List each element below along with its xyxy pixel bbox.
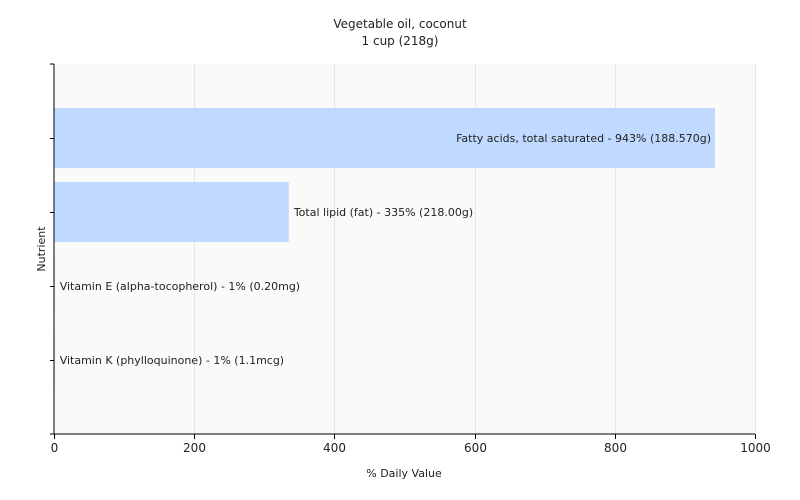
bar bbox=[54, 108, 716, 168]
y-axis-label: Nutrient bbox=[35, 226, 48, 272]
chart-title: Vegetable oil, coconut bbox=[333, 17, 467, 31]
chart-subtitle: 1 cup (218g) bbox=[362, 34, 439, 48]
x-tick-label: 400 bbox=[323, 441, 346, 455]
x-tick-label: 600 bbox=[464, 441, 487, 455]
bar-labels: Fatty acids, total saturated - 943% (188… bbox=[60, 132, 711, 367]
x-tick-label: 800 bbox=[604, 441, 627, 455]
y-axis-ticks bbox=[50, 63, 54, 435]
bar-label: Fatty acids, total saturated - 943% (188… bbox=[456, 132, 711, 145]
bar-label: Total lipid (fat) - 335% (218.00g) bbox=[293, 206, 473, 219]
x-tick-label: 200 bbox=[183, 441, 206, 455]
x-tick-label: 1000 bbox=[740, 441, 771, 455]
x-tick-label: 0 bbox=[51, 441, 59, 455]
x-axis-label: % Daily Value bbox=[366, 467, 442, 480]
bar bbox=[54, 182, 289, 242]
x-axis-ticks: 0 200 400 600 800 1000 bbox=[51, 434, 771, 455]
bars bbox=[54, 108, 716, 390]
bar-label: Vitamin E (alpha-tocopherol) - 1% (0.20m… bbox=[60, 280, 300, 293]
bar-label: Vitamin K (phylloquinone) - 1% (1.1mcg) bbox=[60, 354, 284, 367]
